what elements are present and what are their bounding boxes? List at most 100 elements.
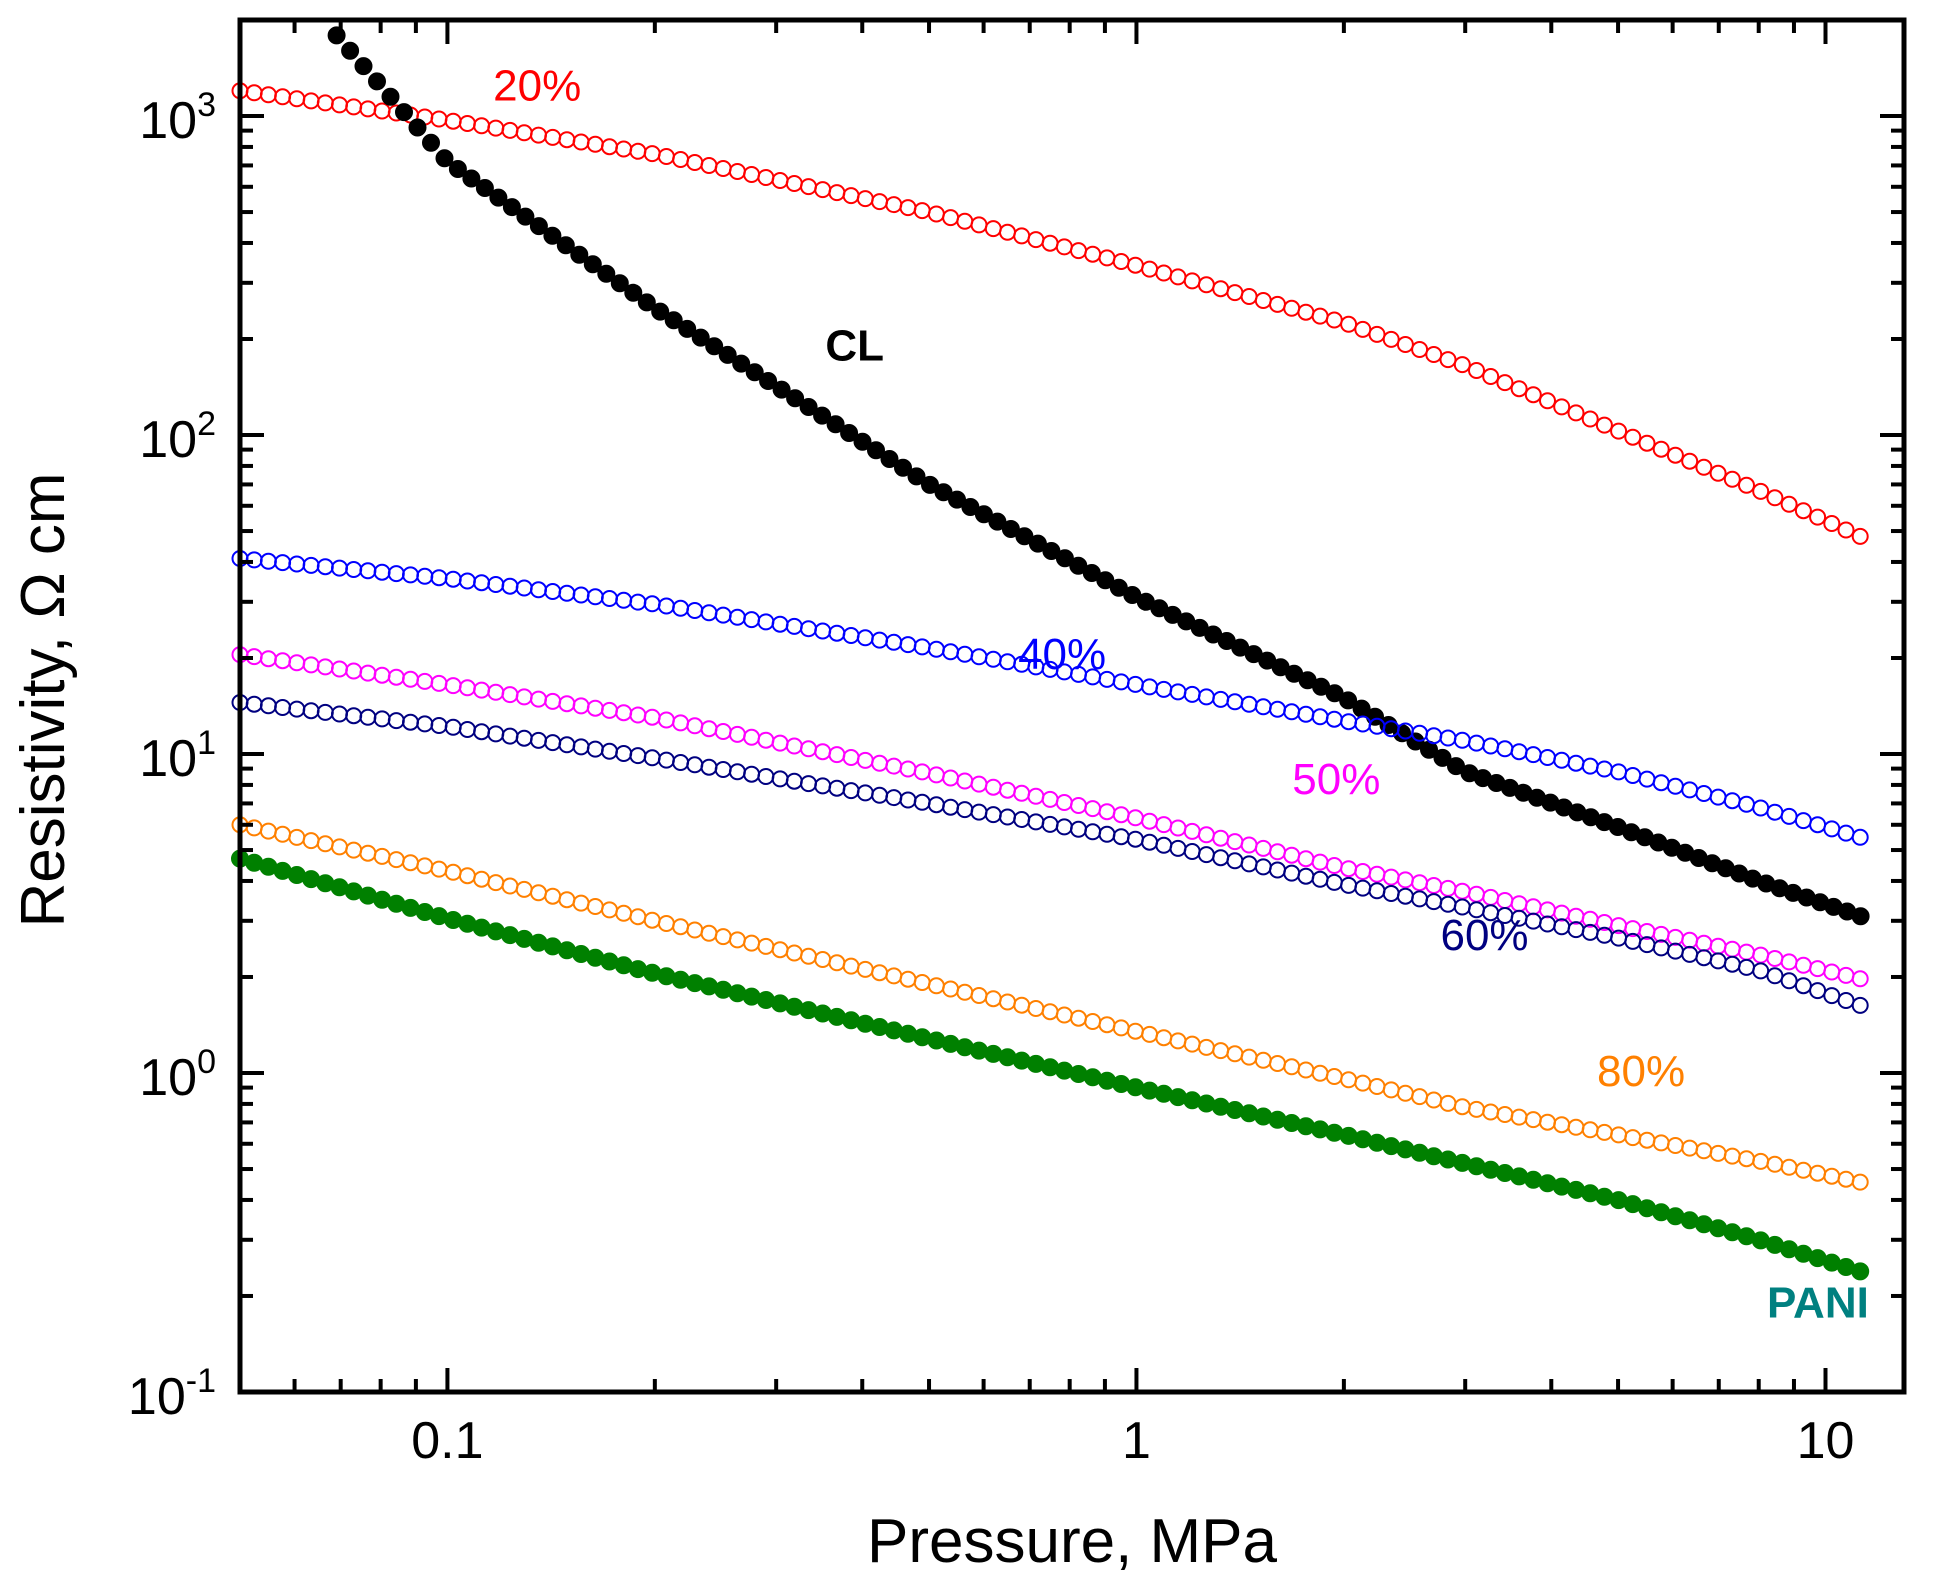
data-point [1695,785,1713,802]
data-point [544,692,562,710]
data-point [1226,693,1244,711]
data-point [813,406,832,425]
data-point [1169,683,1187,701]
data-point [948,490,966,509]
data-point [444,112,462,130]
data-point [643,911,661,929]
data-point [1212,280,1230,298]
data-point [672,714,690,732]
data-point [1155,1029,1173,1047]
data-point [416,672,434,690]
data-point [615,704,633,722]
data-point [629,593,647,611]
data-point [828,184,846,202]
y-tick-exponent: 2 [197,405,216,443]
data-point [1141,678,1159,696]
data-point [1624,428,1642,446]
data-point [1553,751,1571,769]
data-point [1510,743,1528,761]
data-point [1283,1058,1301,1076]
data-point [757,937,775,955]
series-label: 80% [1597,1047,1685,1096]
data-point [1098,249,1116,267]
data-point [880,450,899,468]
data-point [402,670,419,688]
data-point [1638,1131,1656,1149]
data-point [1752,1152,1770,1170]
y-tick-exponent: 1 [197,724,216,762]
data-point [1681,1139,1699,1157]
data-point [245,84,263,102]
data-point [1780,972,1798,990]
data-point [1141,833,1159,851]
data-point [1212,829,1230,847]
data-point [1553,398,1571,416]
data-point [473,723,491,741]
data-point [435,149,454,168]
data-point [1041,1003,1059,1021]
data-point [430,110,448,128]
data-point [1524,746,1542,764]
y-tick-exponent: 3 [197,86,216,124]
data-point [1297,867,1315,885]
data-point [800,947,817,965]
data-point [771,172,789,189]
data-point [871,786,889,804]
data-point [771,941,789,959]
data-point [1354,879,1372,897]
data-point [556,236,575,255]
data-point [345,707,363,725]
series-label: PANI [1767,1279,1869,1328]
data-point [1809,1164,1827,1182]
data-point [1610,422,1628,440]
data-point [999,808,1016,826]
data-point [700,604,718,622]
data-point [1539,901,1556,919]
data-point [558,736,576,754]
data-point [515,579,533,597]
data-point [245,551,263,569]
data-point [572,133,590,151]
data-point [444,570,462,588]
data-point [487,725,505,743]
data-point [331,705,348,723]
data-point [999,993,1016,1011]
data-point [728,608,746,626]
data-point [672,599,690,617]
data-point [885,633,903,651]
data-point [530,884,547,902]
data-point [1155,680,1173,698]
data-point [502,198,521,217]
data-point [1809,508,1827,526]
data-point [1709,937,1727,955]
data-point [1738,476,1755,494]
data-point [942,980,960,998]
data-point [1766,1155,1784,1173]
data-point [354,57,373,76]
data-point [785,772,803,790]
data-point [331,559,348,577]
data-point [1794,977,1812,995]
data-point [757,169,775,186]
data-point [259,552,277,570]
data-point [1652,1134,1670,1152]
data-point [473,870,491,888]
data-point [615,140,633,158]
data-point [387,851,405,869]
data-point [1794,1161,1812,1179]
data-point [871,754,889,772]
data-point [1169,819,1187,837]
data-point [1468,885,1485,903]
data-point [1738,795,1755,813]
data-point [245,695,263,713]
y-tick-label: 100 [139,1043,216,1107]
data-point [1695,1142,1713,1160]
data-point [1539,749,1556,766]
data-point [1595,1123,1613,1141]
data-point [913,793,931,811]
data-point [345,841,363,859]
data-point [544,583,562,600]
data-point [1752,946,1770,964]
data-point [686,154,704,171]
data-point [501,121,519,139]
